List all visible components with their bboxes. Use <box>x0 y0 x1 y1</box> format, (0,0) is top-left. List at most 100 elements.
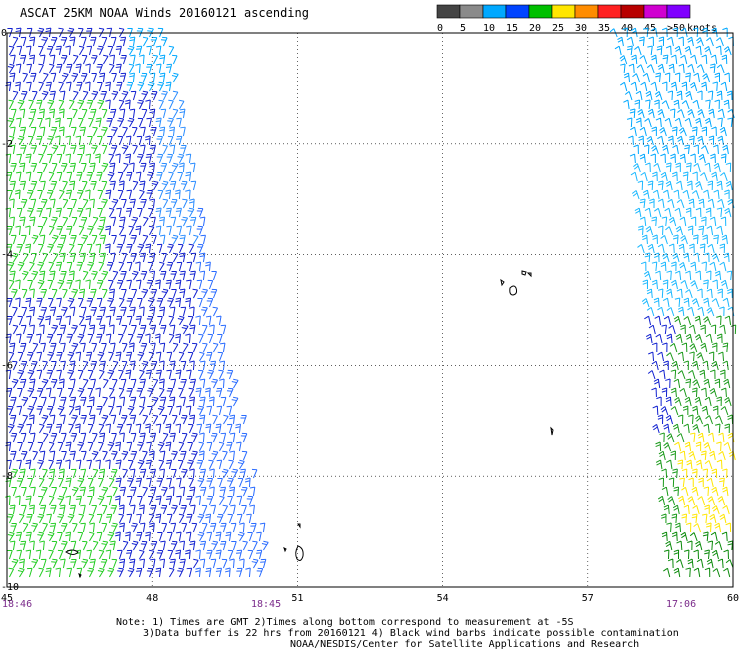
wind-barb <box>129 36 136 47</box>
wind-barb <box>663 315 672 326</box>
wind-barb <box>681 100 690 110</box>
wind-barb <box>57 333 63 344</box>
wind-barb <box>628 63 635 74</box>
wind-barb <box>237 459 245 470</box>
wind-barb <box>722 342 729 353</box>
wind-barb <box>161 90 168 101</box>
wind-barb <box>671 126 678 137</box>
wind-barb <box>195 549 201 560</box>
wind-barb <box>665 180 673 191</box>
wind-barb <box>186 369 192 380</box>
wind-barb <box>640 171 648 182</box>
wind-barb <box>177 171 184 182</box>
wind-barb <box>159 450 166 461</box>
wind-barb <box>176 477 182 488</box>
wind-barb <box>111 126 118 137</box>
wind-barb <box>180 396 186 407</box>
wind-barb <box>684 45 692 56</box>
wind-barb <box>632 73 640 83</box>
wind-barb <box>67 207 73 218</box>
wind-barb <box>116 423 124 434</box>
wind-barb <box>45 315 52 326</box>
wind-barb <box>665 162 672 173</box>
wind-barb <box>69 270 75 281</box>
wind-barb <box>183 342 189 353</box>
wind-barb <box>19 513 25 524</box>
wind-barb <box>85 153 92 164</box>
wind-barb <box>166 369 172 380</box>
wind-barb <box>685 207 692 218</box>
wind-barb <box>152 54 159 65</box>
wind-barb <box>718 351 725 362</box>
wind-barb <box>693 162 701 173</box>
wind-barb <box>98 423 105 434</box>
wind-barb <box>121 360 128 371</box>
wind-barb <box>702 468 709 479</box>
wind-barb <box>11 108 17 119</box>
wind-barb <box>91 72 97 83</box>
wind-barb <box>215 531 222 542</box>
wind-barb <box>92 468 99 479</box>
wind-barb <box>48 441 55 452</box>
wind-barb <box>23 252 29 263</box>
wind-barb <box>201 504 208 515</box>
wind-barb <box>30 468 36 479</box>
wind-barb <box>25 495 32 506</box>
wind-barb <box>666 522 672 533</box>
wind-barb <box>679 477 685 488</box>
wind-barb <box>38 45 44 56</box>
wind-barb <box>626 36 634 47</box>
wind-barb <box>706 37 714 47</box>
wind-barb <box>168 333 175 344</box>
wind-barb <box>140 162 147 173</box>
wind-barb <box>56 171 63 182</box>
wind-barb <box>29 306 36 317</box>
wind-barb <box>683 316 692 326</box>
wind-barb <box>190 504 196 515</box>
colorbar-tick-label: 20 <box>529 23 541 34</box>
lat-tick-label: -8 <box>1 471 13 482</box>
wind-barb <box>77 369 84 380</box>
wind-barb <box>185 333 191 344</box>
wind-barb <box>196 459 204 470</box>
wind-barb <box>634 99 641 110</box>
wind-barb <box>70 378 76 389</box>
wind-barb <box>208 459 214 470</box>
wind-barb <box>219 378 225 389</box>
wind-barb <box>186 513 193 524</box>
wind-barb <box>645 90 653 101</box>
wind-barb <box>55 567 62 578</box>
wind-barb <box>724 397 732 407</box>
wind-barb <box>39 270 46 281</box>
wind-barb <box>77 441 85 452</box>
wind-barb <box>99 360 106 371</box>
wind-barb <box>696 558 704 569</box>
wind-barb <box>691 468 698 479</box>
wind-barb <box>140 270 148 281</box>
wind-barb <box>81 450 87 461</box>
wind-barb <box>167 513 173 524</box>
wind-barb <box>115 351 122 362</box>
wind-barb <box>40 342 46 353</box>
wind-barb <box>59 189 65 200</box>
wind-barb <box>57 441 64 452</box>
wind-barb <box>86 405 93 416</box>
wind-barb <box>67 297 75 308</box>
wind-barb <box>17 387 23 398</box>
wind-barb <box>122 468 128 479</box>
wind-barb <box>136 531 143 542</box>
wind-barb <box>645 226 654 236</box>
wind-barb <box>675 333 683 344</box>
wind-barb <box>80 324 87 335</box>
wind-barb <box>60 54 68 65</box>
wind-barb <box>7 63 15 74</box>
wind-barb <box>10 126 16 137</box>
wind-barb <box>116 405 122 416</box>
wind-barb <box>146 477 152 488</box>
wind-barb <box>709 387 717 398</box>
wind-barb <box>109 396 116 407</box>
wind-barb <box>20 450 28 461</box>
wind-barb <box>25 243 32 254</box>
wind-barb <box>677 414 684 425</box>
wind-barb <box>665 414 674 425</box>
